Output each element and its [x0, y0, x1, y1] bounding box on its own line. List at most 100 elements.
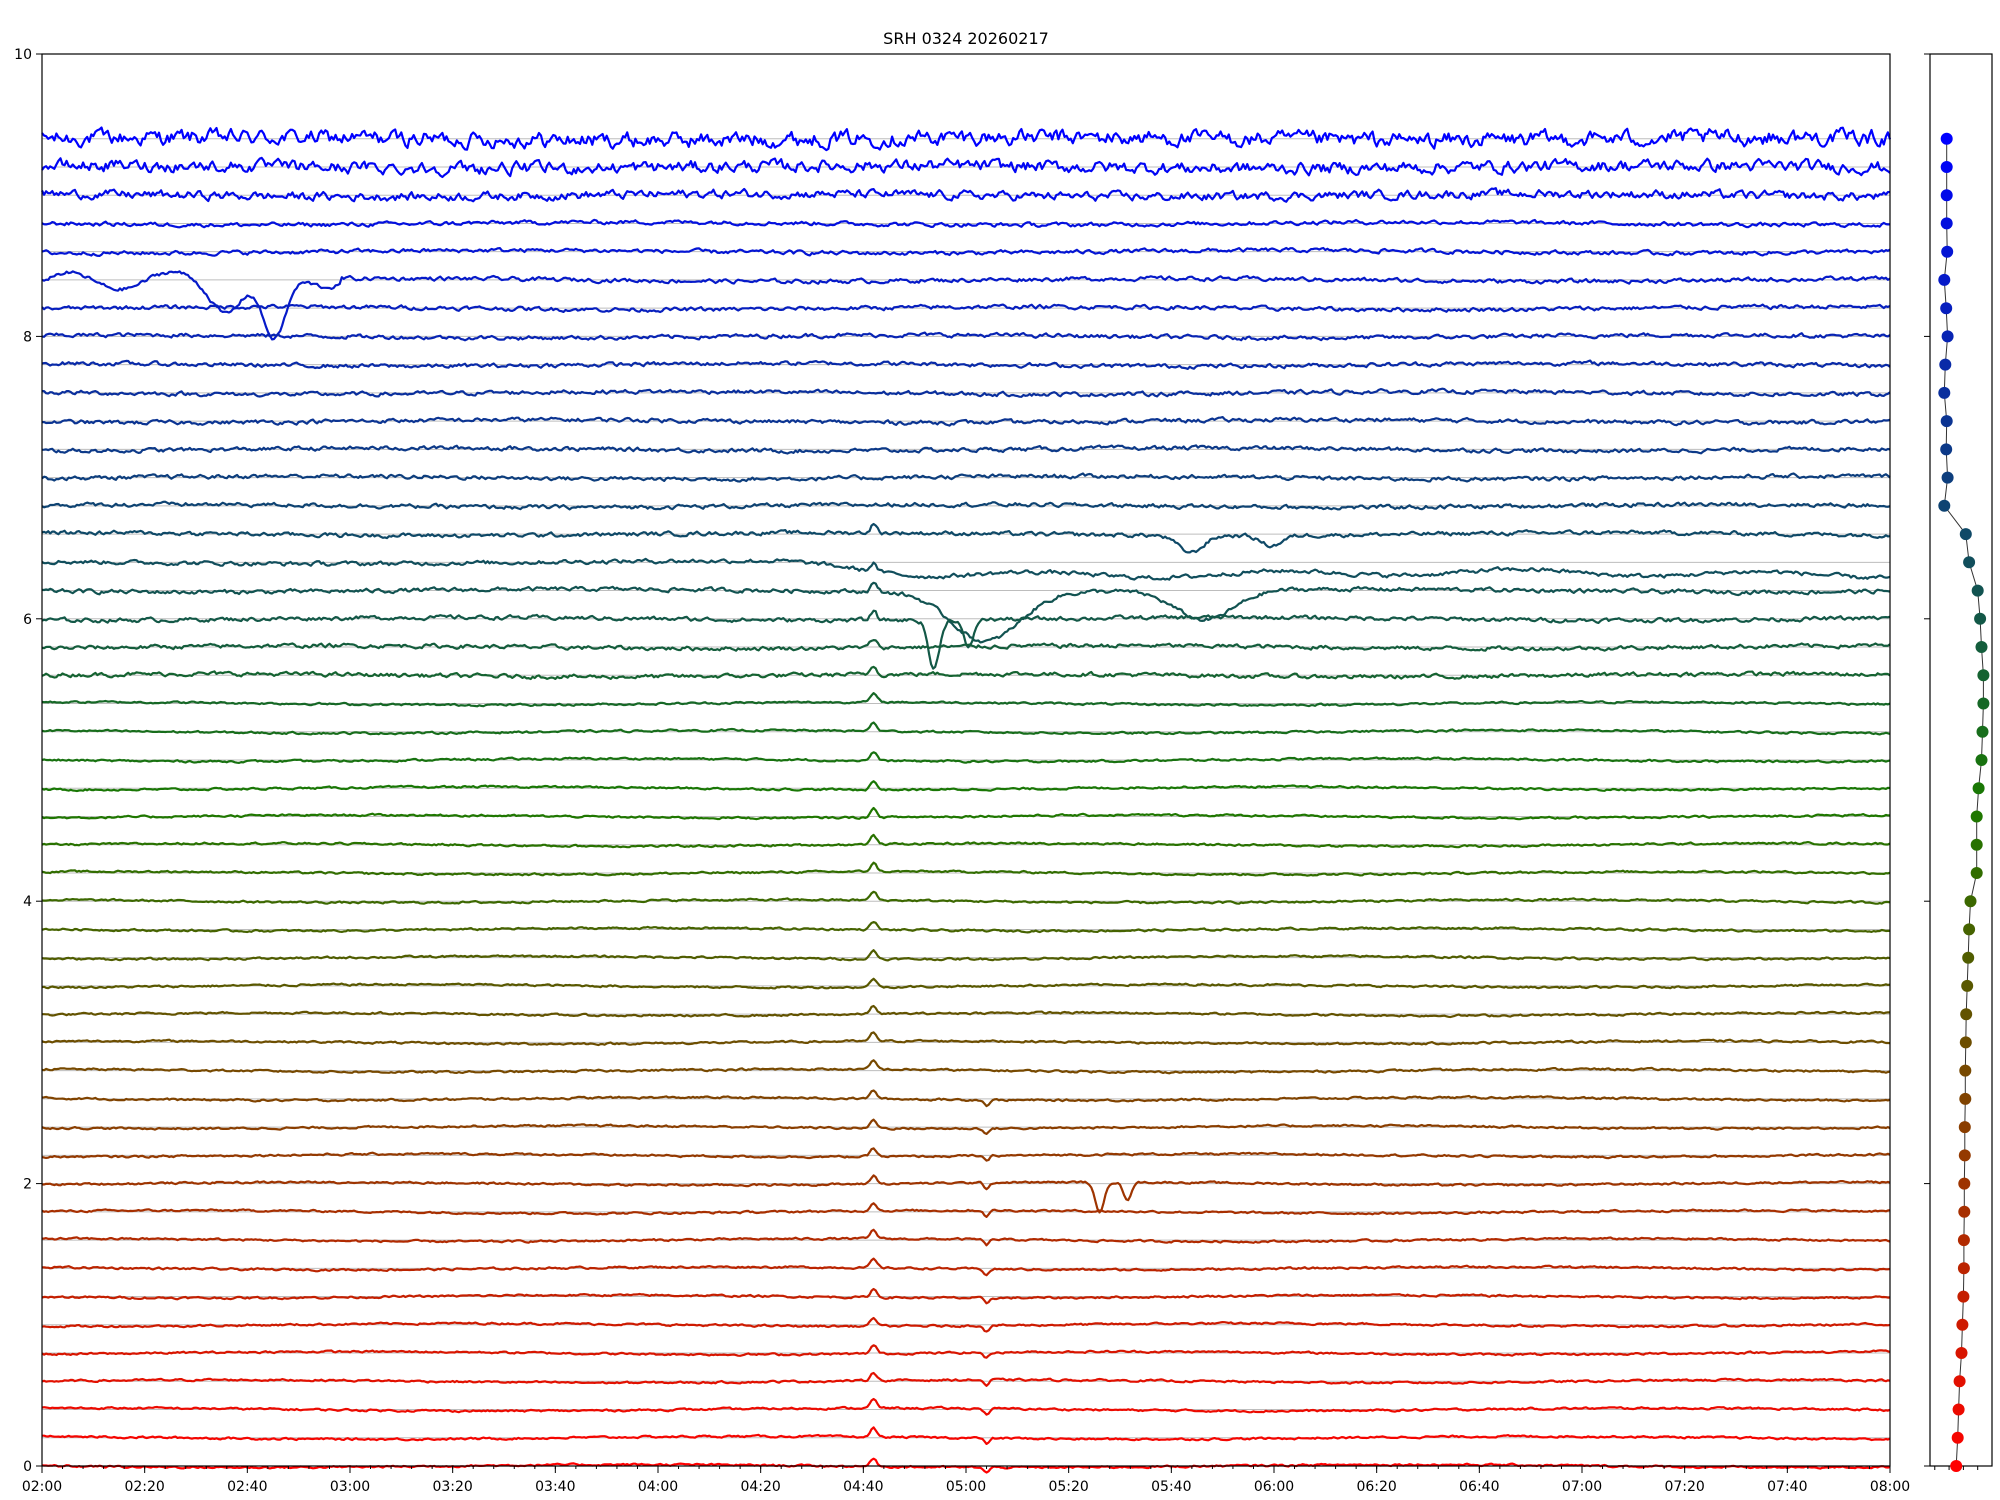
y-tick-label: 0 — [23, 1459, 32, 1475]
side-point — [1977, 669, 1990, 682]
side-point — [1970, 810, 1983, 823]
side-point — [1958, 1121, 1971, 1134]
chart-title: SRH 0324 20260217 — [883, 29, 1049, 48]
side-point — [1963, 923, 1976, 936]
side-point — [1940, 443, 1953, 456]
side-point — [1975, 754, 1988, 766]
y-tick-label: 2 — [23, 1177, 32, 1193]
side-point — [1962, 951, 1975, 964]
trace-line — [41, 1031, 1891, 1047]
side-point — [1964, 895, 1977, 908]
side-point — [1953, 1375, 1966, 1388]
trace-line — [41, 721, 1891, 736]
trace-line — [41, 387, 1891, 398]
x-tick-label: 08:00 — [1870, 1479, 1910, 1495]
trace-line — [41, 1257, 1891, 1277]
trace-line — [41, 806, 1891, 821]
side-point — [1971, 584, 1984, 597]
trace-line — [41, 331, 1891, 342]
trace-line — [41, 780, 1891, 793]
trace-line — [41, 1147, 1891, 1162]
trace-line — [41, 691, 1891, 708]
side-point — [1938, 499, 1951, 512]
trace-line — [41, 500, 1891, 511]
x-tick-label: 03:20 — [432, 1479, 472, 1495]
y-tick-label: 4 — [23, 894, 32, 910]
trace-line — [41, 472, 1891, 483]
side-point — [1956, 1318, 1969, 1331]
trace-line — [41, 949, 1891, 962]
side-point — [1941, 245, 1954, 258]
x-tick-label: 03:40 — [535, 1479, 575, 1495]
trace-line — [42, 1004, 1891, 1019]
side-point — [1972, 782, 1985, 795]
side-point — [1941, 471, 1954, 484]
trace-line — [41, 1397, 1891, 1416]
x-tick-label: 06:20 — [1356, 1479, 1396, 1495]
side-point — [1975, 641, 1988, 653]
trace-line — [41, 581, 1891, 644]
side-point — [1977, 697, 1990, 710]
side-point — [1958, 1149, 1971, 1162]
trace-line — [41, 557, 1891, 581]
y-tick-label: 6 — [23, 612, 32, 628]
x-tick-label: 04:20 — [740, 1479, 780, 1495]
trace-line — [41, 1344, 1891, 1359]
side-panel — [1938, 132, 1990, 1472]
x-tick-label: 05:20 — [1048, 1479, 1088, 1495]
side-point — [1970, 838, 1983, 851]
trace-line — [41, 218, 1890, 229]
trace-line — [41, 126, 1892, 152]
trace-line — [41, 833, 1891, 849]
trace-line — [42, 1228, 1891, 1247]
trace-line — [42, 416, 1891, 427]
side-point — [1960, 1008, 1973, 1021]
side-point — [1974, 612, 1987, 625]
trace-line — [41, 665, 1891, 681]
trace-line — [41, 920, 1890, 934]
trace-line — [41, 1118, 1891, 1136]
side-point — [1940, 217, 1953, 230]
axes: 0 2 4 6 8 10 02:00 02:20 02:40 03:00 03:20 03:40 04:… — [14, 47, 1993, 1495]
side-point — [1940, 415, 1953, 428]
trace-line — [41, 977, 1891, 990]
side-point — [1963, 556, 1976, 569]
x-tick-label: 07:00 — [1562, 1479, 1602, 1495]
trace-line — [41, 246, 1891, 257]
trace-line — [41, 1174, 1891, 1214]
x-tick-label: 06:00 — [1254, 1479, 1294, 1495]
trace-line — [41, 1316, 1891, 1333]
y-tick-label: 8 — [23, 329, 32, 345]
x-tick-label: 07:20 — [1664, 1479, 1704, 1495]
side-point — [1961, 979, 1974, 992]
trace-line — [41, 1059, 1891, 1075]
y-tick-label: 10 — [14, 47, 32, 63]
side-point — [1950, 1460, 1963, 1472]
side-point — [1938, 273, 1951, 286]
trace-line — [41, 187, 1891, 203]
x-tick-label: 04:00 — [638, 1479, 678, 1495]
side-point — [1970, 867, 1983, 879]
side-point — [1957, 1234, 1970, 1247]
side-point — [1955, 1347, 1968, 1359]
side-point — [1940, 132, 1953, 145]
trace-line — [41, 156, 1891, 179]
x-tick-label: 02:00 — [22, 1479, 62, 1495]
side-point — [1959, 528, 1972, 541]
trace-line — [42, 1426, 1891, 1446]
trace-line — [41, 751, 1891, 765]
trace-line — [41, 638, 1891, 652]
trace-line — [41, 1089, 1891, 1108]
trace-line — [41, 1202, 1891, 1219]
side-point — [1940, 189, 1953, 202]
trace-line — [41, 609, 1891, 670]
side-point — [1939, 358, 1952, 371]
trace-line — [41, 444, 1891, 455]
x-tick-label: 05:00 — [946, 1479, 986, 1495]
side-point — [1957, 1290, 1970, 1303]
x-tick-label: 05:40 — [1151, 1479, 1191, 1495]
trace-line — [41, 861, 1891, 877]
side-point — [1940, 302, 1953, 315]
x-tick-label: 06:40 — [1459, 1479, 1499, 1495]
